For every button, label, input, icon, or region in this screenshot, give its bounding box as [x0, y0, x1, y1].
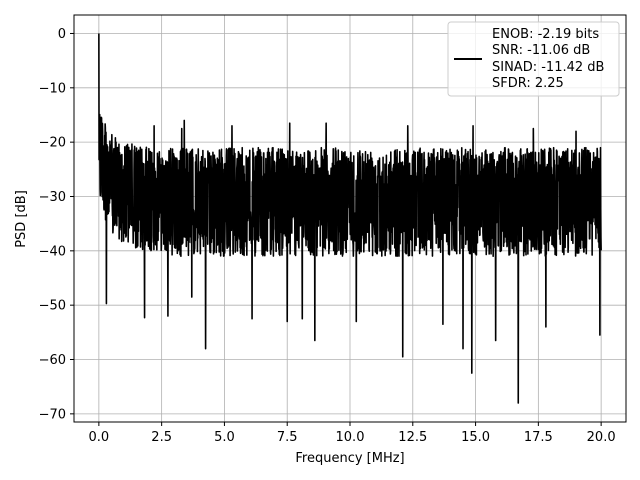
y-tick-label: −10	[39, 81, 66, 96]
y-tick-label: −50	[39, 299, 66, 314]
legend-snr: SNR: -11.06 dB	[492, 43, 590, 58]
plot-area	[98, 33, 602, 404]
x-ticks: 0.0 2.5 5.0 7.5 10.0 12.5 15.0 17.5 20.0	[89, 422, 616, 445]
y-tick-label: −60	[39, 353, 66, 368]
y-tick-label: 0	[58, 27, 66, 42]
x-tick-label: 7.5	[277, 430, 298, 445]
x-tick-label: 15.0	[461, 430, 490, 445]
x-tick-label: 12.5	[398, 430, 427, 445]
y-tick-label: −20	[39, 136, 66, 151]
psd-series-line	[98, 33, 602, 404]
y-ticks: 0 −10 −20 −30 −40 −50 −60 −70	[39, 27, 74, 422]
x-tick-label: 10.0	[336, 430, 365, 445]
y-axis-label: PSD [dB]	[14, 190, 29, 248]
x-tick-label: 0.0	[89, 430, 110, 445]
x-tick-label: 17.5	[524, 430, 553, 445]
legend-box	[447, 21, 620, 97]
legend: ENOB: -2.19 bits SNR: -11.06 dB SINAD: -…	[447, 21, 620, 97]
legend-sfdr: SFDR: 2.25	[492, 76, 564, 91]
legend-enob: ENOB: -2.19 bits	[492, 27, 599, 42]
x-tick-label: 2.5	[151, 430, 172, 445]
y-tick-label: −40	[39, 244, 66, 259]
x-tick-label: 5.0	[214, 430, 235, 445]
x-axis-label: Frequency [MHz]	[295, 451, 404, 466]
legend-sinad: SINAD: -11.42 dB	[492, 60, 604, 75]
y-tick-label: −30	[39, 190, 66, 205]
x-tick-label: 20.0	[587, 430, 616, 445]
y-tick-label: −70	[39, 407, 66, 422]
